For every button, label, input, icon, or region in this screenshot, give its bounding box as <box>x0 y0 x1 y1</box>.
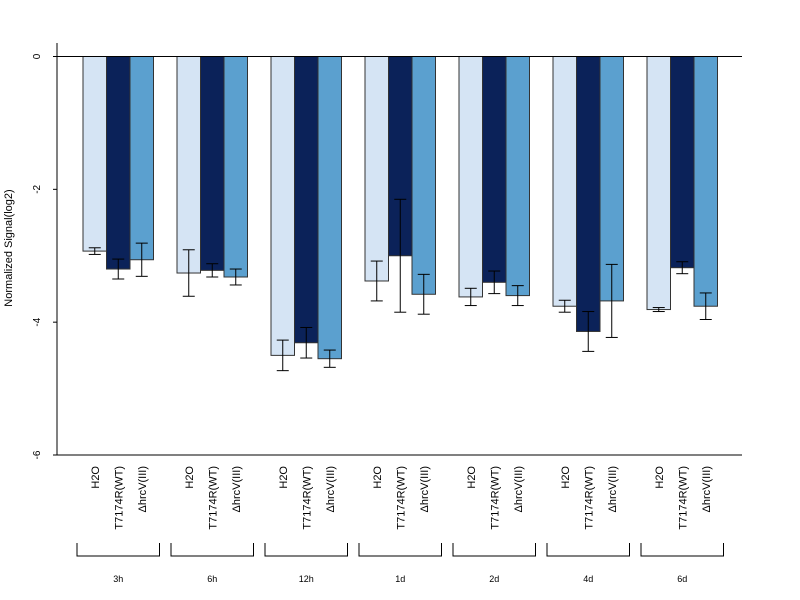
series-tick-label: ΔhrcV(III) <box>325 466 337 512</box>
bar <box>317 56 342 360</box>
series-tick-label: T7174R(WT) <box>583 466 595 530</box>
bar <box>200 56 225 271</box>
group-label: 12h <box>299 574 314 584</box>
bar <box>482 56 507 283</box>
group-bracket <box>640 543 724 557</box>
series-tick-label: H2O <box>278 466 290 489</box>
series-tick-label: H2O <box>372 466 384 489</box>
y-tick-label: -2 <box>32 184 43 193</box>
group-label: 2d <box>489 574 499 584</box>
y-tick-label: 0 <box>32 53 43 59</box>
group-bracket <box>264 543 348 557</box>
bar <box>670 56 695 269</box>
bar <box>411 56 436 295</box>
bar <box>576 56 601 332</box>
group-bracket <box>452 543 536 557</box>
bar <box>552 56 577 307</box>
series-tick-label: T7174R(WT) <box>677 466 689 530</box>
series-tick-label: T7174R(WT) <box>207 466 219 530</box>
group-label: 6d <box>677 574 687 584</box>
bar <box>106 56 131 270</box>
y-axis-label: Normalized Signal(log2) <box>3 189 15 306</box>
series-tick-label: T7174R(WT) <box>301 466 313 530</box>
bar <box>505 56 530 297</box>
bar <box>458 56 483 298</box>
group-bracket <box>358 543 442 557</box>
bar <box>270 56 295 356</box>
series-tick-label: ΔhrcV(III) <box>513 466 525 512</box>
bar <box>646 56 671 311</box>
bar <box>176 56 201 274</box>
series-tick-label: T7174R(WT) <box>489 466 501 530</box>
bar <box>364 56 389 282</box>
bar <box>82 56 107 252</box>
group-label: 1d <box>395 574 405 584</box>
group-label: 6h <box>207 574 217 584</box>
bars <box>57 56 742 372</box>
bar <box>129 56 154 261</box>
series-tick-label: ΔhrcV(III) <box>607 466 619 512</box>
series-tick-label: ΔhrcV(III) <box>701 466 713 512</box>
series-tick-label: H2O <box>560 466 572 489</box>
axes: 0 -2 -4 -6 <box>32 43 742 459</box>
y-tick-label: -4 <box>32 317 43 326</box>
group-label: 3h <box>113 574 123 584</box>
series-tick-label: T7174R(WT) <box>395 466 407 530</box>
series-tick-label: H2O <box>90 466 102 489</box>
group-bracket <box>546 543 630 557</box>
category-labels: H2O T7174R(WT) ΔhrcV(III) 3h H2O T7174R(WT) Δh… <box>76 466 724 584</box>
series-tick-label: T7174R(WT) <box>113 466 125 530</box>
series-tick-label: ΔhrcV(III) <box>419 466 431 512</box>
bar <box>693 56 718 307</box>
bar <box>294 56 319 344</box>
group-label: 4d <box>583 574 593 584</box>
series-tick-label: H2O <box>466 466 478 489</box>
group-bracket <box>170 543 254 557</box>
group-bracket <box>76 543 160 557</box>
series-tick-label: H2O <box>184 466 196 489</box>
series-tick-label: H2O <box>654 466 666 489</box>
series-tick-label: ΔhrcV(III) <box>231 466 243 512</box>
bar <box>223 56 248 278</box>
y-tick-label: -6 <box>32 450 43 459</box>
series-tick-label: ΔhrcV(III) <box>137 466 149 512</box>
